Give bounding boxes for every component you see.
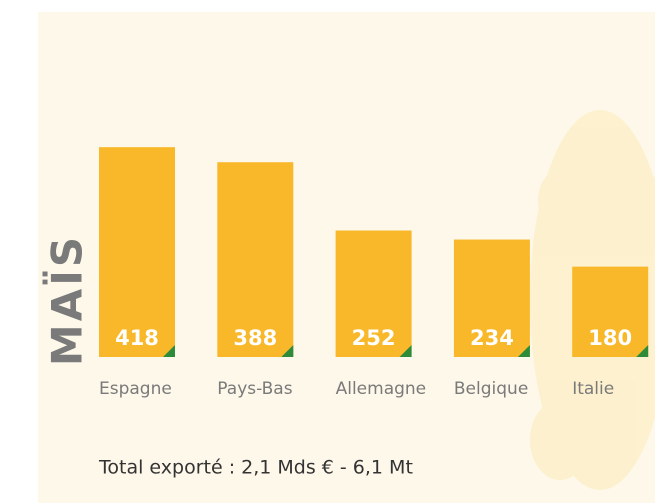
annotation: Total exporté : 2,1 Mds € - 6,1 Mt — [98, 457, 413, 479]
x-tick-label: Italie — [572, 379, 614, 399]
bar-corner — [281, 345, 294, 357]
value-label: 252 — [352, 326, 396, 350]
bar — [217, 162, 294, 357]
bar-corner — [399, 345, 412, 357]
x-tick-label: Allemagne — [336, 379, 427, 399]
bar-corner — [163, 345, 175, 357]
value-label: 180 — [588, 326, 632, 350]
value-label: 388 — [233, 326, 277, 350]
bar — [572, 266, 649, 357]
bar — [335, 230, 412, 357]
x-tick-label: Belgique — [454, 379, 528, 399]
bar — [453, 239, 530, 357]
x-tick-label: Pays-Bas — [217, 379, 292, 399]
value-label: 234 — [470, 326, 514, 350]
bar-corner — [517, 345, 530, 357]
chart-title: MAÏS — [42, 234, 92, 366]
bar — [99, 147, 175, 357]
x-tick-label: Espagne — [99, 379, 172, 399]
bar-corner — [636, 345, 649, 357]
value-label: 418 — [115, 326, 159, 350]
